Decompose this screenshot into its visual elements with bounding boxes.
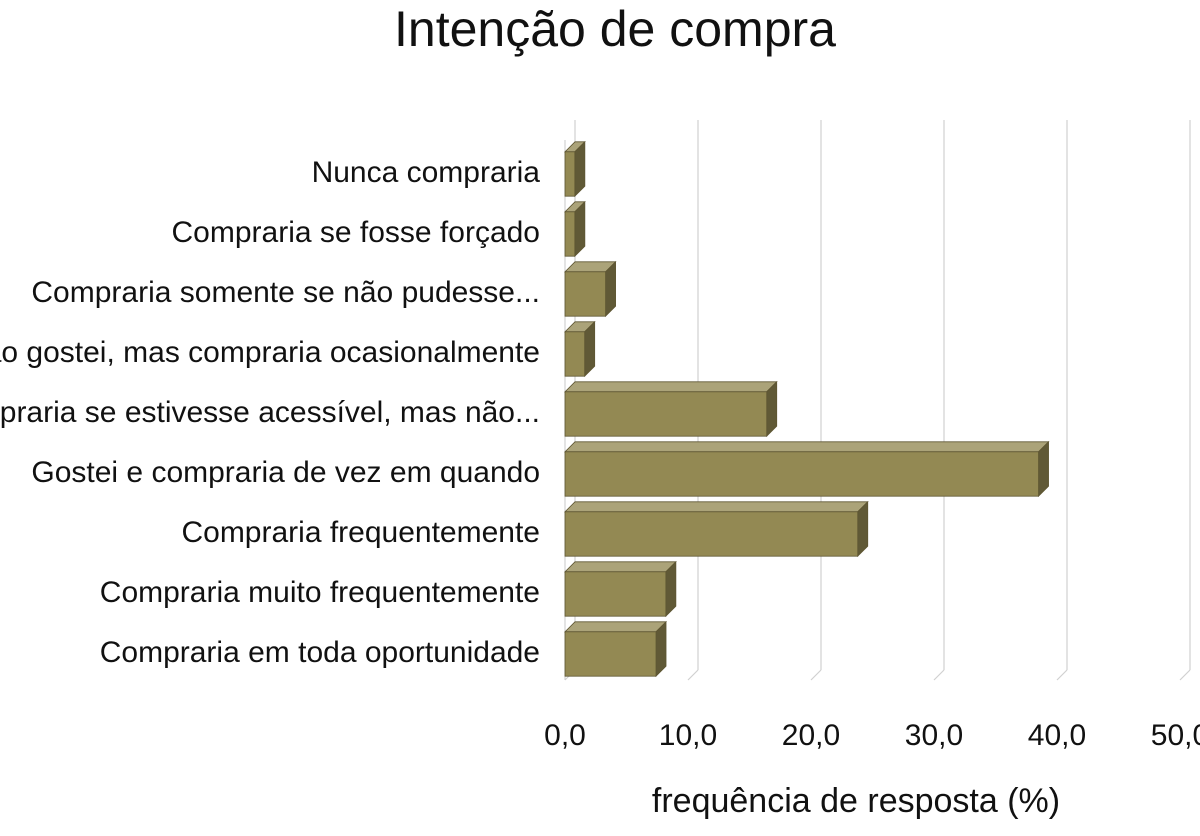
bar xyxy=(564,560,677,618)
bar-side-face xyxy=(574,140,586,198)
category-label: Gostei e compraria de vez em quando xyxy=(31,456,540,489)
category-label: Compraria frequentemente xyxy=(181,516,540,549)
bar-side-face xyxy=(574,200,586,258)
chart-title: Intenção de compra xyxy=(394,1,836,57)
category-label: Não gostei, mas compraria ocasionalmente xyxy=(0,336,540,369)
gridline-depth xyxy=(687,669,699,681)
bar-front-face xyxy=(564,151,576,197)
gridline-depth xyxy=(1056,669,1068,681)
bar-front-face xyxy=(564,331,586,377)
category-label: Compraria muito frequentemente xyxy=(100,576,540,609)
bar-side-face xyxy=(766,380,778,438)
bar-top-face xyxy=(564,621,667,633)
x-tick-label: 30,0 xyxy=(905,719,963,752)
bar-front-face xyxy=(564,391,768,437)
gridlines xyxy=(564,120,1191,681)
bar-front-face xyxy=(564,211,576,257)
bar xyxy=(564,320,596,378)
x-tick-label: 10,0 xyxy=(659,719,717,752)
x-tick-label: 0,0 xyxy=(544,719,586,752)
bar-side-face xyxy=(857,500,869,558)
y-axis-labels: Nunca compraria Compraria se fosse forçad… xyxy=(0,156,540,669)
bar xyxy=(564,200,586,258)
gridline-depth xyxy=(810,669,822,681)
gridline-depth xyxy=(933,669,945,681)
category-label: Nunca compraria xyxy=(312,156,541,189)
bar xyxy=(564,500,869,558)
bar-side-face xyxy=(655,620,667,678)
bars xyxy=(564,140,1050,678)
x-axis-ticks: 0,0 10,0 20,0 30,0 40,0 50,0 xyxy=(544,719,1200,752)
bar-side-face xyxy=(1038,440,1049,498)
bar-top-face xyxy=(564,381,778,393)
bar xyxy=(564,260,617,318)
bar-front-face xyxy=(564,451,1039,497)
bar-top-face xyxy=(564,441,1050,453)
bar-top-face xyxy=(564,561,677,573)
x-tick-label: 20,0 xyxy=(782,719,840,752)
bar-front-face xyxy=(564,631,657,677)
bar-side-face xyxy=(605,260,616,318)
category-label: Compraria se estivesse acessível, mas nã… xyxy=(0,396,540,429)
bar xyxy=(564,440,1050,498)
bar-side-face xyxy=(584,320,596,378)
category-label: Compraria se fosse forçado xyxy=(172,216,541,249)
category-label: Compraria somente se não pudesse... xyxy=(31,276,540,309)
bar-top-face xyxy=(564,501,869,513)
bar-front-face xyxy=(564,511,859,557)
x-tick-label: 40,0 xyxy=(1028,719,1086,752)
bar xyxy=(564,380,778,438)
gridline-depth xyxy=(1179,669,1191,681)
bar xyxy=(564,620,667,678)
x-axis-title: frequência de resposta (%) xyxy=(652,782,1060,820)
category-label: Compraria em toda oportunidade xyxy=(100,636,540,669)
bar-front-face xyxy=(564,571,667,617)
bar xyxy=(564,140,586,198)
bar-front-face xyxy=(564,271,606,317)
x-tick-label: 50,0 xyxy=(1151,719,1200,752)
bar-side-face xyxy=(665,560,677,618)
